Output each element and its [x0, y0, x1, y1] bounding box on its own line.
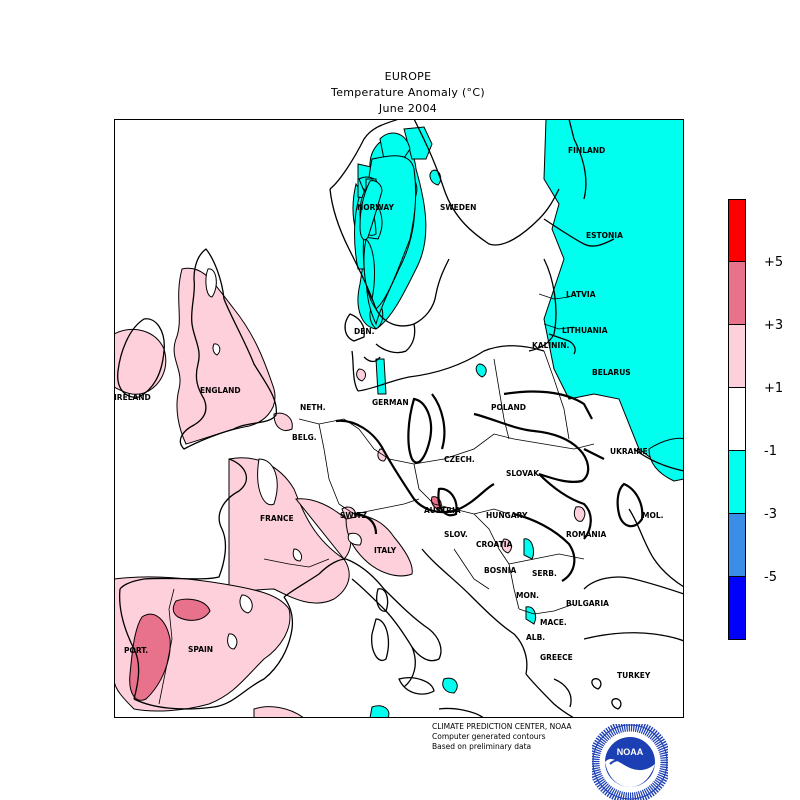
label-czech: CZECH. — [444, 455, 475, 464]
label-neth: NETH. — [300, 403, 326, 412]
label-austria: AUSTRIA — [424, 506, 461, 515]
label-mol: MOL. — [642, 511, 664, 520]
label-spain: SPAIN — [188, 645, 213, 654]
label-mace: MACE. — [540, 618, 567, 627]
label-switz: SWITZ. — [340, 511, 370, 520]
label-slov: SLOV. — [444, 530, 468, 539]
map-subtitle: Temperature Anomaly (°C) — [331, 86, 485, 99]
label-serb: SERB. — [532, 569, 557, 578]
noaa-logo-text: NOAA — [617, 747, 644, 757]
label-finland: FINLAND — [568, 146, 605, 155]
label-greece: GREECE — [540, 653, 573, 662]
label-port: PORT. — [124, 646, 148, 655]
europe-anomaly-map: FINLAND NORWAY SWEDEN ESTONIA LATVIA LIT… — [114, 119, 684, 718]
legend-swatch-gt5 — [728, 199, 746, 262]
label-poland: POLAND — [491, 403, 526, 412]
label-ireland: IRELAND — [114, 393, 151, 402]
color-legend — [728, 199, 746, 640]
label-england: ENGLAND — [200, 386, 241, 395]
label-belarus: BELARUS — [592, 368, 631, 377]
label-romania: ROMANIA — [566, 530, 606, 539]
legend-swatch-ltm5 — [728, 577, 746, 640]
label-bosnia: BOSNIA — [484, 566, 517, 575]
strong-warm-regions — [129, 496, 442, 701]
credit-line-1: CLIMATE PREDICTION CENTER, NOAA — [432, 722, 572, 731]
label-lithuania: LITHUANIA — [562, 326, 608, 335]
label-turkey: TURKEY — [617, 671, 651, 680]
country-labels: FINLAND NORWAY SWEDEN ESTONIA LATVIA LIT… — [114, 146, 664, 680]
map-title: EUROPE — [384, 70, 432, 83]
legend-swatch-3to5 — [728, 262, 746, 325]
norway-west-cool — [359, 180, 383, 241]
label-den: DEN. — [354, 327, 375, 336]
coastlines — [117, 119, 684, 718]
zero-contour — [335, 390, 644, 582]
label-bulgaria: BULGARIA — [566, 599, 609, 608]
label-belg: BELG. — [292, 433, 317, 442]
legend-level-m5: -5 — [764, 570, 777, 585]
noaa-logo: NOAA — [592, 724, 668, 800]
legend-swatch-m3tom5 — [728, 514, 746, 577]
label-sweden: SWEDEN — [440, 203, 476, 212]
label-slovak: SLOVAK. — [506, 469, 542, 478]
map-frame — [114, 119, 684, 718]
label-alb: ALB. — [526, 633, 545, 642]
label-ukraine: UKRAINE — [610, 447, 648, 456]
label-norway: NORWAY — [357, 203, 394, 212]
label-france: FRANCE — [260, 514, 294, 523]
map-period: June 2004 — [378, 102, 438, 115]
label-estonia: ESTONIA — [586, 231, 623, 240]
legend-level-p3: +3 — [764, 318, 784, 333]
label-mon: MON. — [516, 591, 539, 600]
legend-level-p5: +5 — [764, 255, 784, 270]
credit-line-3: Based on preliminary data — [432, 742, 532, 751]
legend-swatch-1to3 — [728, 325, 746, 388]
legend-level-p1: +1 — [764, 381, 784, 396]
legend-level-m1: -1 — [764, 444, 777, 459]
legend-level-m3: -3 — [764, 507, 777, 522]
neutral-holes — [205, 268, 362, 650]
legend-swatch-m1tom3 — [728, 451, 746, 514]
credit-block: CLIMATE PREDICTION CENTER, NOAA Computer… — [432, 722, 571, 752]
label-kalinin: KALININ. — [532, 341, 570, 350]
label-italy: ITALY — [374, 546, 397, 555]
legend-swatch-neutral — [728, 388, 746, 451]
credit-line-2: Computer generated contours — [432, 732, 546, 741]
label-germany: GERMAN — [372, 398, 409, 407]
label-hungary: HUNGARY — [486, 511, 528, 520]
label-latvia: LATVIA — [566, 290, 596, 299]
label-croatia: CROATIA — [476, 540, 513, 549]
